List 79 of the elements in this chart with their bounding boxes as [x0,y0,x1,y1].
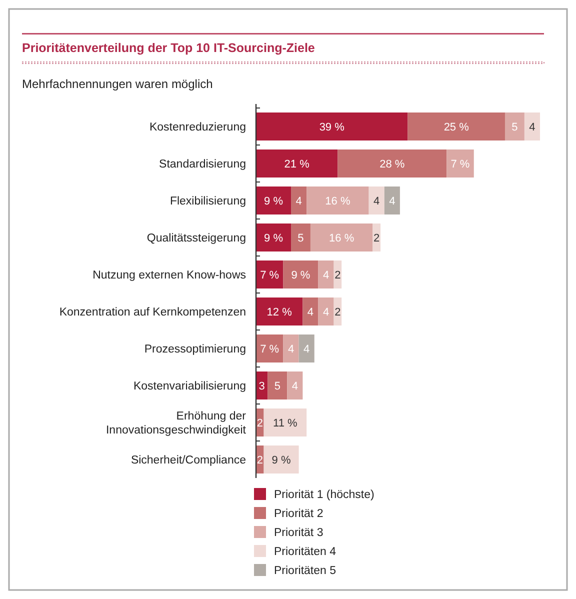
data-label: 16 % [325,195,350,208]
bar [504,112,524,140]
text: Mehrfachnennungen waren möglich [22,77,213,91]
data-label: 4 [322,306,330,318]
bar [256,260,284,288]
data-label: 2 [334,306,341,318]
y-tick-label: Nutzung externen Know-hows [92,270,246,282]
y-tick-label: Flexibilisierung [170,196,246,208]
bar [524,112,540,140]
bar [264,408,307,436]
bar [264,446,299,474]
bar [302,298,318,326]
bar [298,334,314,362]
data-label: 12 % [266,306,292,318]
y-tick-label: Sicherheit/Compliance [130,454,246,467]
data-label: 4 [288,343,294,356]
data-label: 11 % [273,417,298,430]
data-label: 4 [307,306,314,318]
data-label: 2 [374,232,380,244]
bar [283,334,299,362]
y-tick-label: Kostenreduzierung [149,122,246,134]
y-tick-label: Prozessoptimierung [144,344,246,356]
bar [368,186,384,214]
bar [283,260,318,288]
data-label: 7 % [260,343,280,356]
legend-label: Prioritäten 5 [274,565,336,578]
data-label: 39 % [319,121,345,134]
bar [318,298,334,326]
bar [256,186,292,214]
data-label: 16 % [329,232,354,244]
data-label: 5 [274,380,280,392]
data-label: 4 [296,195,302,208]
bar [256,224,292,252]
data-label: 2 [256,417,263,430]
bar [268,372,288,400]
y-tick-label: Qualitätssteigerung [146,232,246,245]
bar [384,186,400,214]
bar [256,150,338,178]
legend-label: Priorität 3 [274,527,324,540]
y-tick-label: Standardisierung [159,158,246,171]
bar [306,186,369,214]
legend-label: Priorität 2 [274,508,324,520]
bar [256,298,303,326]
bar [408,112,505,140]
bar [318,260,334,288]
bar [287,372,303,400]
data-label: 2 [256,454,263,466]
data-label: 9 % [272,454,291,466]
data-label: 4 [322,269,330,282]
bar [310,224,373,252]
data-label: 5 [512,121,518,134]
legend-label: Priorität 1 (höchste) [274,489,375,502]
bar [291,224,310,252]
data-label: 4 [389,195,396,208]
bar [256,112,408,140]
bar [291,186,307,214]
data-label: 9 % [264,195,284,208]
data-label: 4 [292,380,298,392]
bar [338,150,447,178]
data-label: 2 [334,269,341,282]
data-label: 25 % [444,121,470,134]
data-label: 9 % [264,232,284,244]
data-label: 7 % [260,269,280,282]
data-label: 21 % [284,158,310,170]
data-label: 4 [374,195,380,208]
data-label: 9 % [291,269,310,282]
data-label: 28 % [380,158,405,170]
chart-title: Prioritätenverteilung der Top 10 IT-Sourcing-Ziele [22,41,315,55]
data-label: 7 % [450,158,470,170]
y-tick-label: Erhöhung der Innovationsgeschwindigkeit [106,410,247,437]
data-label: 5 [298,232,304,244]
y-tick-label: Kostenvariabilisierung [133,380,246,393]
bar [372,224,380,252]
data-label: 4 [529,121,536,134]
legend-label: Prioritäten 4 [274,546,337,558]
bar [446,150,474,178]
data-label: 3 [258,380,265,392]
y-tick-label: Konzentration auf Kernkompetenzen [59,306,246,319]
data-label: 4 [304,343,310,356]
